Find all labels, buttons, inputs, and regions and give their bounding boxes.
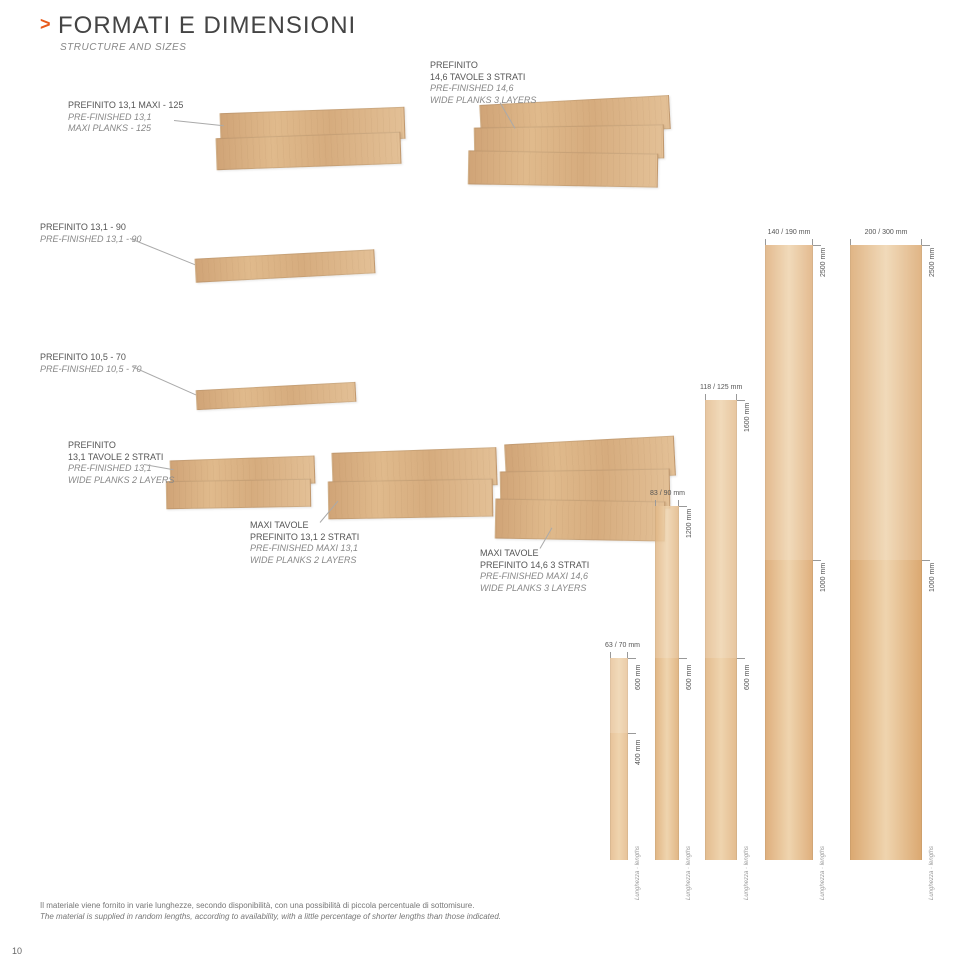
bar-height-label: 1000 mm [820,563,827,592]
bar-width-label: 118 / 125 mm [700,384,742,391]
label-line: MAXI TAVOLE PREFINITO 14,6 3 STRATI [480,548,589,571]
label-line: WIDE PLANKS 3 LAYERS [430,95,536,107]
label-line: PRE-FINISHED 13,1 [68,463,174,475]
bar-height-label: 400 mm [635,740,642,765]
plank-image [196,382,357,410]
chevron-icon: > [40,14,51,35]
size-bar-segment [850,560,922,860]
bar-width-label: 140 / 190 mm [760,229,818,236]
plank-image [194,249,375,282]
size-bar-segment [705,658,737,860]
label-line: PREFINITO 14,6 TAVOLE 3 STRATI [430,60,536,83]
label-prefinito-131-90: PREFINITO 13,1 - 90 PRE-FINISHED 13,1 - … [40,222,142,245]
bar-height-label: 2500 mm [820,248,827,277]
size-bar-segment [655,658,679,860]
leader-line [130,238,200,267]
plank-image [468,150,659,187]
plank-image [495,499,666,542]
page: > FORMATI E DIMENSIONI STRUCTURE AND SIZ… [0,0,960,968]
label-line: PRE-FINISHED 10,5 - 70 [40,364,142,376]
bar-width-label: 63 / 70 mm [605,642,633,649]
plank-image [328,479,494,520]
label-maxi-tavole-131: MAXI TAVOLE PREFINITO 13,1 2 STRATI PRE-… [250,520,359,567]
page-subtitle: STRUCTURE AND SIZES [60,42,356,53]
label-line: WIDE PLANKS 3 LAYERS [480,583,589,595]
label-prefinito-146-3strati: PREFINITO 14,6 TAVOLE 3 STRATI PRE-FINIS… [430,60,536,107]
note-italian: Il materiale viene fornito in varie lung… [40,900,560,911]
bar-width-label: 200 / 300 mm [845,229,927,236]
bar-height-label: 600 mm [744,665,751,690]
page-number: 10 [12,946,22,956]
label-line: PRE-FINISHED MAXI 14,6 [480,571,589,583]
bar-length-label: Lunghezza · lengths [820,846,826,900]
label-line: PREFINITO 13,1 TAVOLE 2 STRATI [68,440,174,463]
bar-height-label: 600 mm [635,665,642,690]
bar-length-label: Lunghezza · lengths [686,846,692,900]
label-line: PREFINITO 13,1 - 90 [40,222,142,234]
label-prefinito-131-2strati: PREFINITO 13,1 TAVOLE 2 STRATI PRE-FINIS… [68,440,174,487]
label-line: PRE-FINISHED 14,6 [430,83,536,95]
label-line: PRE-FINISHED 13,1 - 90 [40,234,142,246]
label-line: PREFINITO 10,5 - 70 [40,352,142,364]
label-line: MAXI TAVOLE PREFINITO 13,1 2 STRATI [250,520,359,543]
bar-height-label: 1200 mm [686,509,693,538]
bar-length-label: Lunghezza · lengths [744,846,750,900]
label-line: PRE-FINISHED 13,1 [68,112,183,124]
bar-length-label: Lunghezza · lengths [635,846,641,900]
size-bar-segment [610,733,628,860]
leader-line [132,366,196,395]
label-maxi-tavole-146: MAXI TAVOLE PREFINITO 14,6 3 STRATI PRE-… [480,548,589,595]
note-english: The material is supplied in random lengt… [40,911,560,922]
plank-image [166,479,311,510]
bar-height-label: 600 mm [686,665,693,690]
page-header: > FORMATI E DIMENSIONI STRUCTURE AND SIZ… [40,12,356,53]
size-bar-segment [765,560,813,860]
bar-height-label: 1600 mm [744,403,751,432]
label-line: PREFINITO 13,1 MAXI - 125 [68,100,183,112]
label-line: PRE-FINISHED MAXI 13,1 [250,543,359,555]
bar-height-label: 1000 mm [929,563,936,592]
page-title: FORMATI E DIMENSIONI [58,12,356,40]
bar-height-label: 2500 mm [929,248,936,277]
label-prefinito-131-maxi-125: PREFINITO 13,1 MAXI - 125 PRE-FINISHED 1… [68,100,183,135]
plank-image [215,132,401,170]
material-note: Il materiale viene fornito in varie lung… [40,900,560,922]
label-line: WIDE PLANKS 2 LAYERS [250,555,359,567]
label-line: WIDE PLANKS 2 LAYERS [68,475,174,487]
label-line: MAXI PLANKS - 125 [68,123,183,135]
label-prefinito-105-70: PREFINITO 10,5 - 70 PRE-FINISHED 10,5 - … [40,352,142,375]
bar-width-label: 83 / 90 mm [650,490,684,497]
bar-length-label: Lunghezza · lengths [929,846,935,900]
